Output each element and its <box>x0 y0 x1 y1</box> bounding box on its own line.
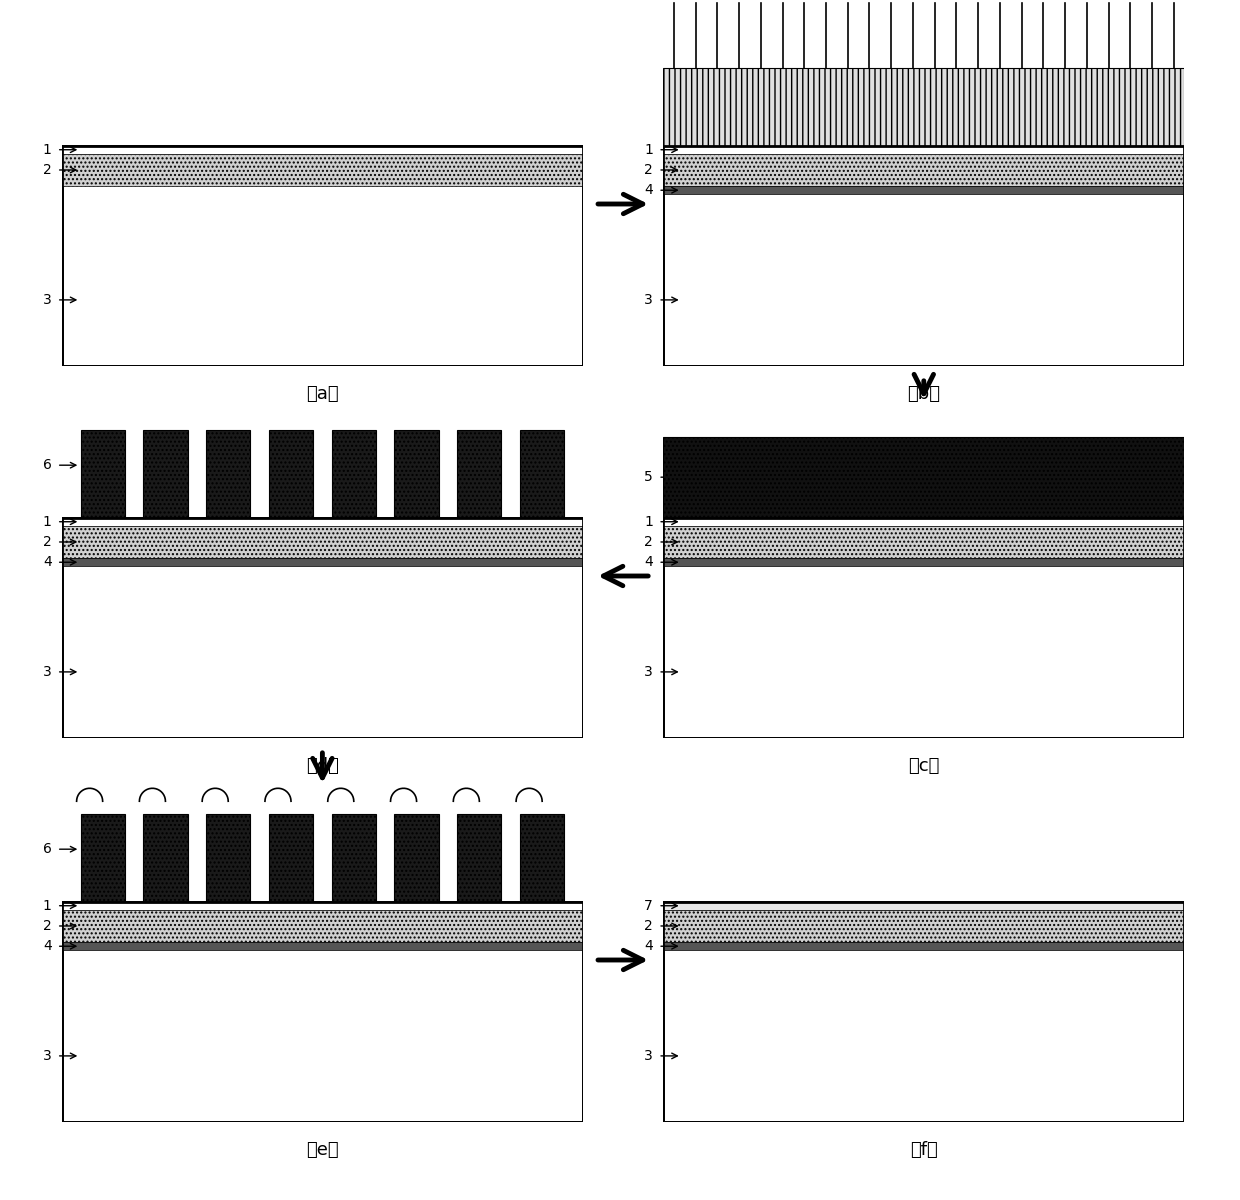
Bar <box>663 437 1184 517</box>
Bar <box>394 814 439 901</box>
Bar <box>663 910 1184 942</box>
Text: 2: 2 <box>645 163 653 176</box>
Text: （f）: （f） <box>910 1141 937 1159</box>
Bar <box>663 145 1184 366</box>
Bar <box>663 517 1184 526</box>
Text: 3: 3 <box>43 1049 52 1063</box>
Bar <box>62 517 583 738</box>
Bar <box>458 430 501 517</box>
Bar <box>62 517 583 526</box>
Text: （a）: （a） <box>306 385 339 403</box>
Text: 7: 7 <box>645 899 653 913</box>
Bar <box>663 145 1184 366</box>
Text: 1: 1 <box>42 515 52 529</box>
Bar <box>62 942 583 950</box>
Bar <box>331 814 376 901</box>
Text: 2: 2 <box>43 919 52 932</box>
Text: 2: 2 <box>43 163 52 176</box>
Bar <box>663 68 1184 145</box>
Text: 6: 6 <box>42 842 52 856</box>
Bar <box>663 517 1184 738</box>
Bar <box>520 814 564 901</box>
Bar <box>62 145 583 366</box>
Bar <box>206 814 250 901</box>
Bar <box>520 430 564 517</box>
Bar <box>269 430 314 517</box>
Bar <box>62 154 583 186</box>
Bar <box>62 910 583 942</box>
Bar <box>663 154 1184 186</box>
Bar <box>81 430 125 517</box>
Bar <box>144 430 187 517</box>
Bar <box>663 517 1184 738</box>
Text: 3: 3 <box>645 293 653 307</box>
Bar <box>663 901 1184 1122</box>
Bar <box>663 145 1184 154</box>
Bar <box>62 145 583 366</box>
Bar <box>663 186 1184 194</box>
Text: 3: 3 <box>43 665 52 679</box>
Text: 4: 4 <box>645 184 653 197</box>
Text: （e）: （e） <box>306 1141 339 1159</box>
Bar <box>663 901 1184 910</box>
Bar <box>206 430 250 517</box>
Bar <box>663 942 1184 950</box>
Bar <box>663 558 1184 566</box>
Text: 3: 3 <box>645 1049 653 1063</box>
Bar <box>144 814 187 901</box>
Bar <box>663 526 1184 558</box>
Text: 4: 4 <box>645 940 653 953</box>
Text: 1: 1 <box>644 515 653 529</box>
Bar <box>394 430 439 517</box>
Text: （d）: （d） <box>306 757 339 775</box>
Text: 1: 1 <box>644 143 653 157</box>
Text: （c）: （c） <box>908 757 940 775</box>
Text: 5: 5 <box>645 470 653 484</box>
Text: （b）: （b） <box>908 385 940 403</box>
Bar <box>62 558 583 566</box>
Text: 2: 2 <box>645 919 653 932</box>
Bar <box>62 517 583 738</box>
Text: 1: 1 <box>42 899 52 913</box>
Text: 2: 2 <box>43 535 52 548</box>
Bar <box>663 901 1184 1122</box>
Bar <box>269 814 314 901</box>
Text: 3: 3 <box>43 293 52 307</box>
Text: 2: 2 <box>645 535 653 548</box>
Text: 4: 4 <box>43 940 52 953</box>
Text: 3: 3 <box>645 665 653 679</box>
Text: 4: 4 <box>43 556 52 569</box>
Bar <box>62 901 583 1122</box>
Bar <box>62 526 583 558</box>
Text: 4: 4 <box>645 556 653 569</box>
Bar <box>458 814 501 901</box>
Bar <box>81 814 125 901</box>
Text: 6: 6 <box>42 458 52 472</box>
Bar <box>62 901 583 910</box>
Bar <box>62 901 583 1122</box>
Text: 1: 1 <box>42 143 52 157</box>
Bar <box>62 145 583 154</box>
Bar <box>331 430 376 517</box>
